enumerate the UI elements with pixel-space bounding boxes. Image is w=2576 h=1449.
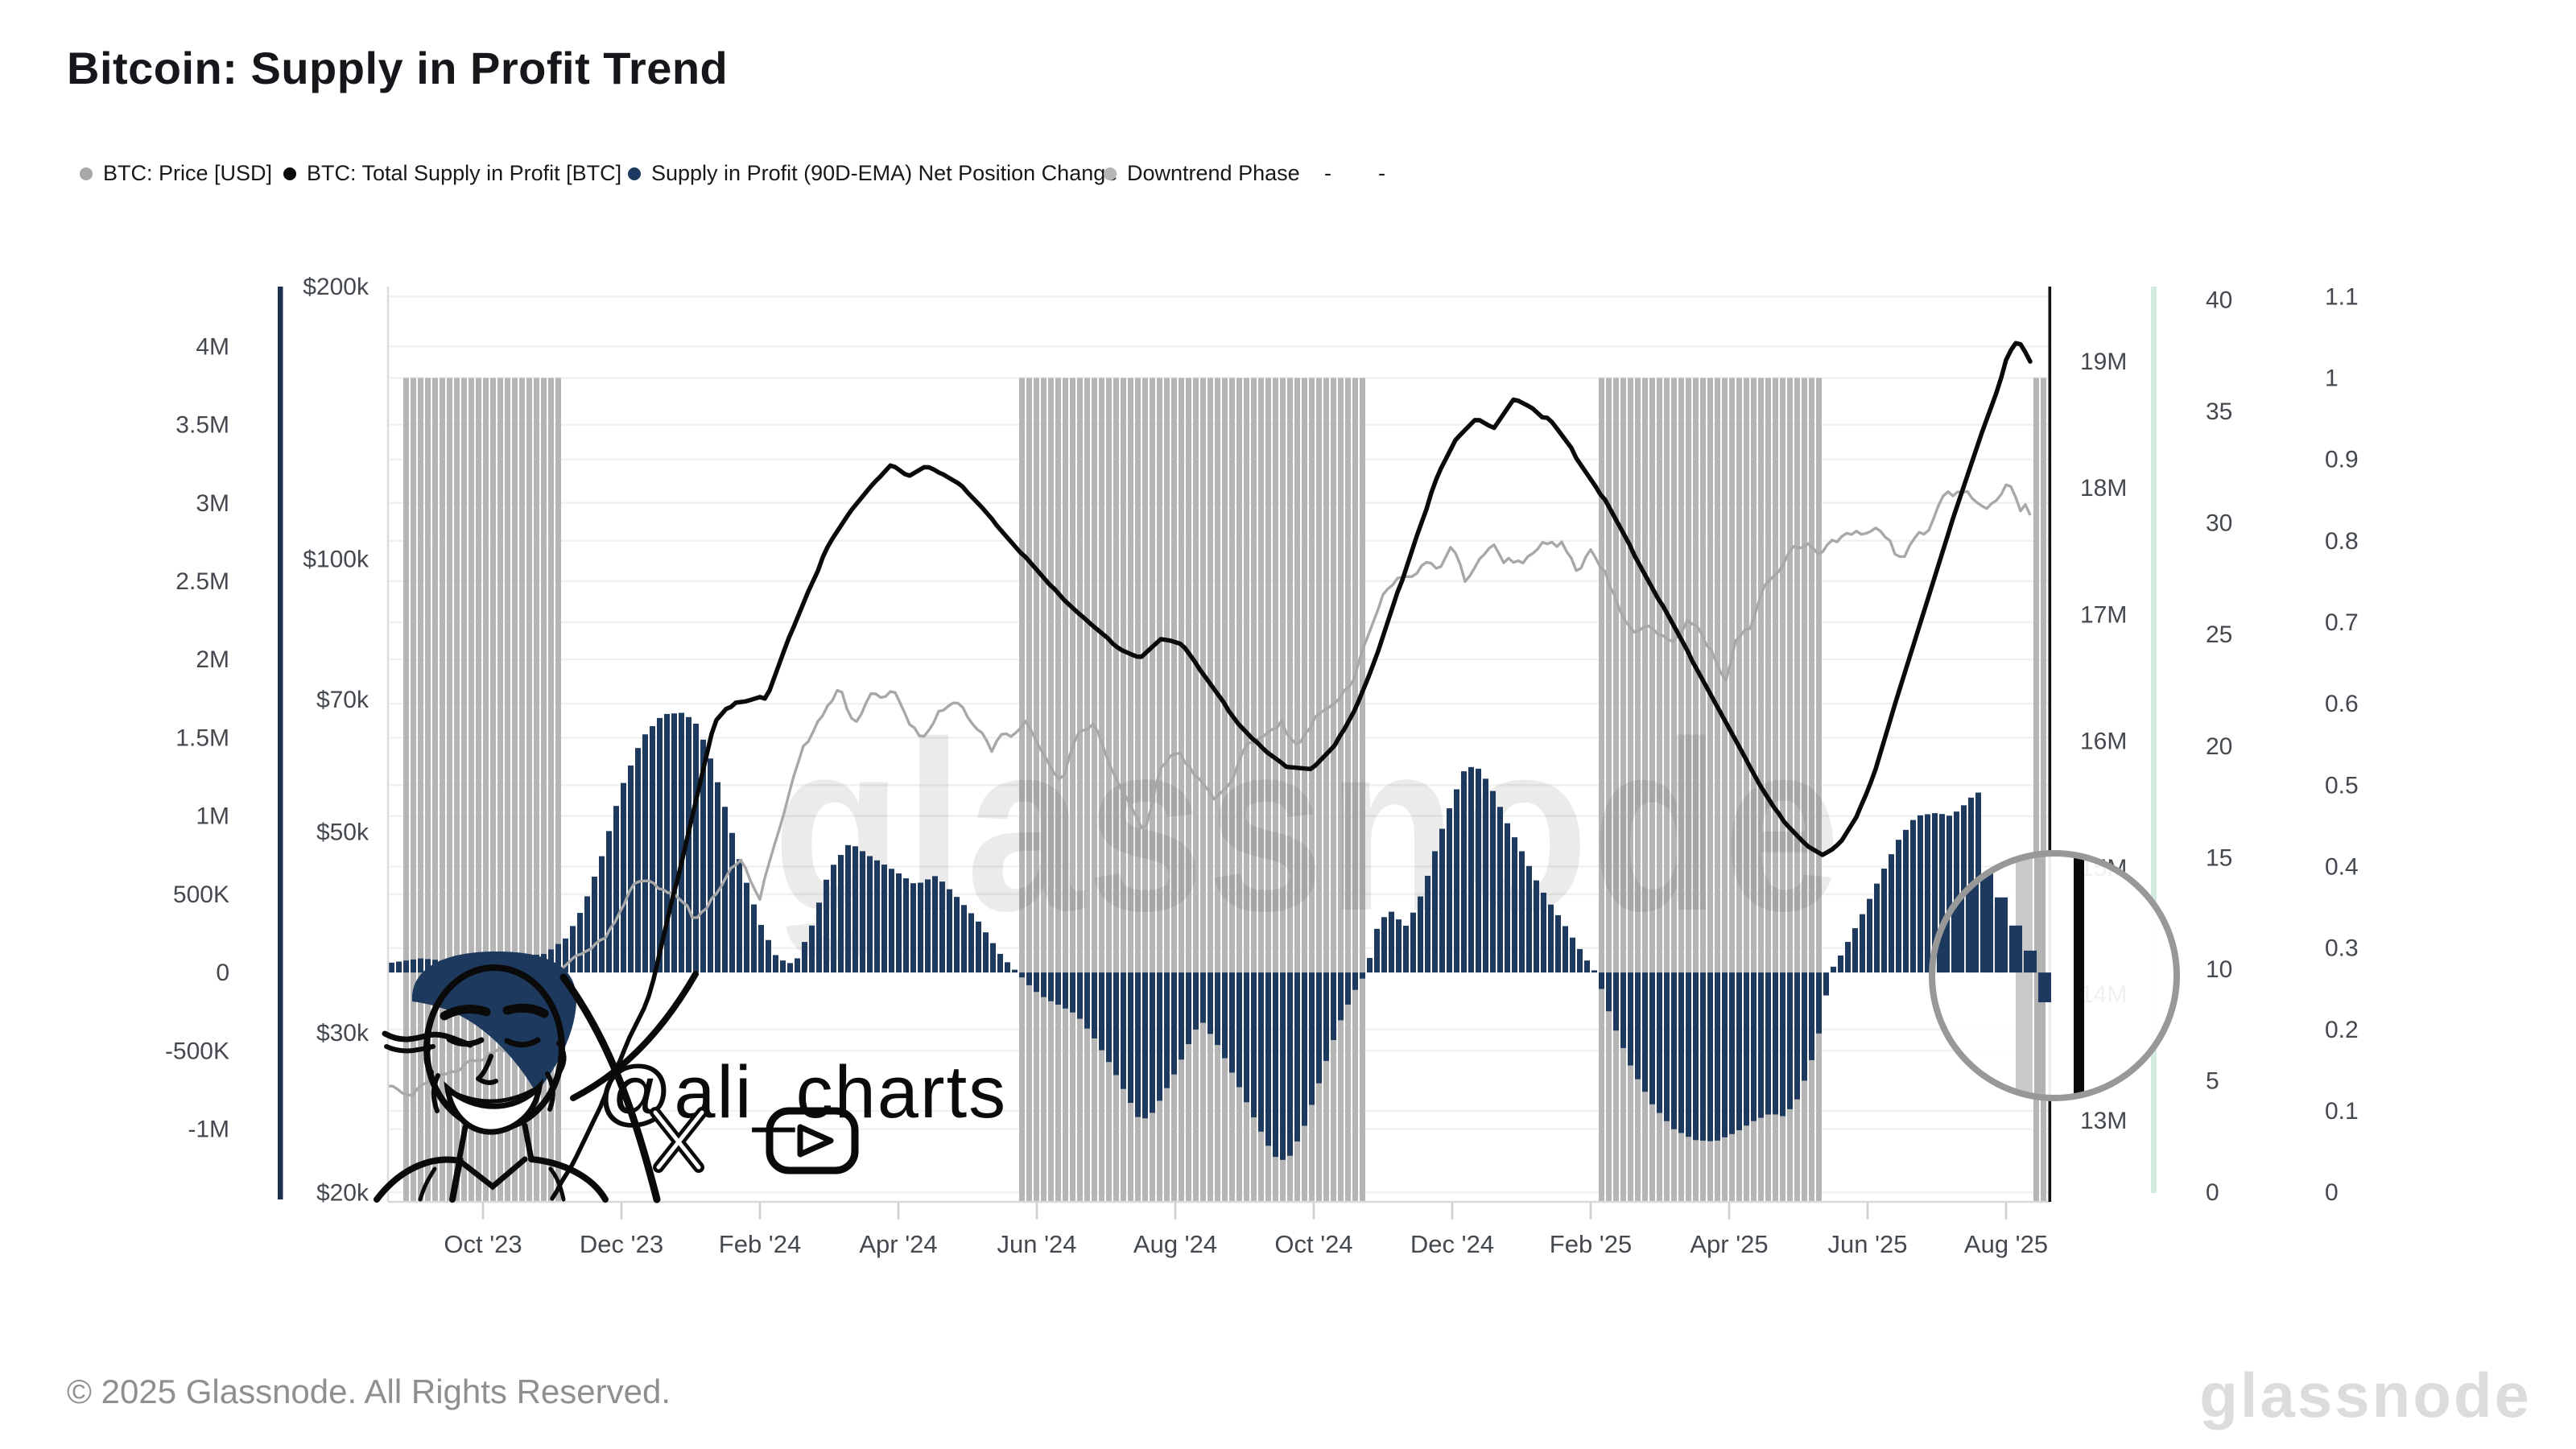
- svg-text:3M: 3M: [196, 490, 229, 517]
- svg-text:13M: 13M: [2080, 1108, 2127, 1134]
- svg-text:$70k: $70k: [316, 687, 369, 713]
- page-title: Bitcoin: Supply in Profit Trend: [67, 43, 729, 93]
- legend-item-supply-in-profit[interactable]: BTC: Total Supply in Profit [BTC]: [283, 161, 621, 186]
- supply-in-profit-line: [550, 341, 2033, 1201]
- svg-text:0.8: 0.8: [2325, 528, 2359, 555]
- svg-text:1M: 1M: [196, 803, 229, 830]
- svg-text:Jun '25: Jun '25: [1828, 1230, 1908, 1258]
- legend-item-downtrend-phase[interactable]: Downtrend Phase: [1104, 161, 1300, 186]
- svg-text:1: 1: [2325, 365, 2339, 392]
- svg-text:$200k: $200k: [303, 274, 369, 300]
- svg-text:20: 20: [2206, 733, 2232, 760]
- glassnode-logo: glassnode: [2199, 1360, 2532, 1430]
- svg-text:500K: 500K: [173, 881, 229, 908]
- svg-text:Aug '24: Aug '24: [1133, 1230, 1217, 1258]
- downtrend-series-dot-icon: [1104, 167, 1117, 180]
- axis-labels: 4M 3.5M 3M 2.5M 2M 1.5M 1M 500K 0 -500K -1M $200k $1…: [165, 274, 2359, 1258]
- svg-text:0.9: 0.9: [2325, 447, 2359, 473]
- svg-text:0.1: 0.1: [2325, 1098, 2359, 1125]
- svg-text:0: 0: [216, 960, 229, 986]
- svg-text:19M: 19M: [2080, 349, 2127, 375]
- svg-text:1.1: 1.1: [2325, 283, 2359, 310]
- svg-text:Dec '23: Dec '23: [580, 1230, 663, 1258]
- svg-text:4M: 4M: [196, 333, 229, 360]
- price-line: [387, 483, 2032, 1097]
- svg-text:Jun '24: Jun '24: [997, 1230, 1077, 1258]
- svg-text:30: 30: [2206, 510, 2232, 537]
- axis-lines: [278, 287, 2157, 1220]
- svg-text:Apr '24: Apr '24: [859, 1230, 937, 1258]
- legend-item-net-position-change[interactable]: Supply in Profit (90D-EMA) Net Position …: [628, 161, 1117, 186]
- svg-text:-500K: -500K: [165, 1038, 229, 1064]
- svg-text:35: 35: [2206, 398, 2232, 425]
- svg-text:Aug '25: Aug '25: [1964, 1230, 2048, 1258]
- svg-text:$100k: $100k: [303, 547, 369, 573]
- svg-text:$20k: $20k: [316, 1179, 369, 1206]
- legend-item-dash-1[interactable]: -: [1324, 161, 1331, 185]
- svg-text:2.5M: 2.5M: [175, 568, 229, 595]
- svg-text:16M: 16M: [2080, 729, 2127, 755]
- svg-text:10: 10: [2206, 956, 2232, 983]
- svg-text:$50k: $50k: [316, 819, 369, 845]
- svg-text:0.3: 0.3: [2325, 935, 2359, 962]
- svg-text:Feb '24: Feb '24: [719, 1230, 801, 1258]
- svg-text:0.6: 0.6: [2325, 691, 2359, 717]
- supply-series-dot-icon: [283, 167, 296, 180]
- svg-text:0: 0: [2206, 1179, 2219, 1206]
- svg-text:Feb '25: Feb '25: [1550, 1230, 1632, 1258]
- svg-text:Apr '25: Apr '25: [1690, 1230, 1768, 1258]
- x-logo-icon[interactable]: [650, 1107, 708, 1173]
- svg-text:17M: 17M: [2080, 601, 2127, 628]
- svg-text:0: 0: [2325, 1179, 2339, 1206]
- price-series-dot-icon: [80, 167, 93, 180]
- youtube-logo-icon[interactable]: [766, 1107, 859, 1174]
- svg-text:5: 5: [2206, 1068, 2219, 1095]
- svg-text:0.5: 0.5: [2325, 772, 2359, 799]
- net-position-series-dot-icon: [628, 167, 641, 180]
- avatar-illustration: [374, 951, 699, 1203]
- svg-text:3.5M: 3.5M: [175, 412, 229, 439]
- svg-text:0.7: 0.7: [2325, 609, 2359, 636]
- svg-text:0.2: 0.2: [2325, 1017, 2359, 1043]
- svg-text:0.4: 0.4: [2325, 854, 2359, 881]
- chart-legend: BTC: Price [USD] BTC: Total Supply in Pr…: [0, 161, 2576, 193]
- legend-item-dash-2[interactable]: -: [1378, 161, 1385, 185]
- svg-text:Dec '24: Dec '24: [1410, 1230, 1494, 1258]
- svg-text:Oct '23: Oct '23: [444, 1230, 522, 1258]
- svg-text:25: 25: [2206, 621, 2232, 648]
- svg-text:40: 40: [2206, 287, 2232, 313]
- svg-text:2M: 2M: [196, 646, 229, 673]
- downtrend-bands: [403, 378, 2046, 1202]
- svg-text:1.5M: 1.5M: [175, 724, 229, 751]
- svg-text:15: 15: [2206, 844, 2232, 871]
- copyright-text: © 2025 Glassnode. All Rights Reserved.: [67, 1373, 671, 1410]
- svg-text:18M: 18M: [2080, 475, 2127, 502]
- legend-item-price[interactable]: BTC: Price [USD]: [80, 161, 272, 186]
- net-position-bars: [389, 712, 2039, 1160]
- svg-text:-1M: -1M: [188, 1117, 229, 1143]
- svg-text:$30k: $30k: [316, 1020, 369, 1046]
- svg-text:Oct '24: Oct '24: [1274, 1230, 1352, 1258]
- attribution-block: @ali_charts: [597, 1051, 1005, 1174]
